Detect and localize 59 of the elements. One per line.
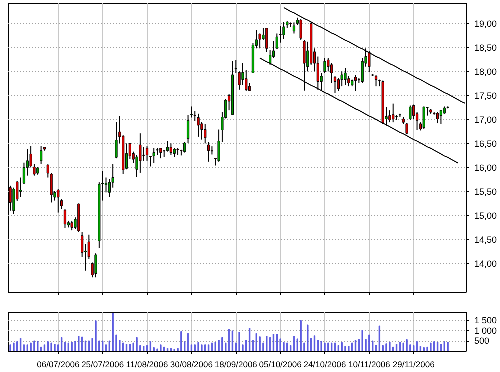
candlestick: [204, 123, 207, 144]
candlestick: [412, 104, 416, 120]
candlestick: [170, 143, 172, 156]
candlestick: [94, 253, 98, 278]
candlestick: [324, 58, 326, 74]
x-tick-label: 30/08/2006: [170, 360, 214, 370]
candlestick: [368, 50, 371, 73]
x-tick-label: 18/09/2006: [214, 360, 258, 370]
candlestick: [266, 28, 268, 52]
y-tick-label: 1 000: [474, 326, 498, 336]
line-series: [283, 7, 466, 104]
y-tick-label: 16,00: [474, 163, 498, 174]
y-tick-label: 14,50: [474, 235, 498, 246]
candlestick: [88, 234, 90, 260]
candlestick: [139, 133, 142, 174]
candlestick: [166, 140, 170, 152]
candlestick: [64, 208, 67, 229]
y-tick-label: 17,50: [474, 91, 498, 102]
y-tick-label: 15,50: [474, 187, 498, 198]
candlestick: [344, 68, 347, 86]
y-tick-label: 15,00: [474, 211, 498, 222]
candlestick: [70, 220, 74, 232]
x-tick-label: 10/11/2006: [348, 360, 391, 370]
candlestick: [409, 105, 412, 121]
y-tick-label: 1 500: [474, 316, 498, 326]
y-tick-label: 18,00: [474, 67, 498, 78]
candlestick: [292, 22, 296, 34]
candlestick: [190, 106, 194, 118]
x-tick-label: 29/11/2006: [392, 360, 436, 370]
y-tick-label: 500: [474, 336, 490, 346]
candlestick: [160, 148, 162, 160]
y-tick-label: 17,00: [474, 115, 498, 126]
candlestick: [207, 142, 210, 162]
y-tick-label: 19,00: [474, 19, 498, 30]
candlestick: [440, 110, 443, 125]
candlestick: [436, 112, 440, 124]
x-tick-label: 25/07/2006: [82, 360, 124, 370]
x-tick-label: 24/10/2006: [304, 360, 347, 370]
candlestick: [392, 103, 395, 124]
candlestick: [142, 146, 146, 162]
candlestick: [282, 22, 286, 40]
candlestick: [197, 113, 200, 138]
candlestick: [340, 71, 344, 88]
candlestick: [186, 114, 190, 144]
candlestick: [374, 74, 378, 88]
y-tick-label: 14,00: [474, 259, 498, 270]
y-tick-label: 18,50: [474, 43, 498, 54]
candlestick: [146, 146, 149, 162]
x-tick-label: 05/10/2006: [259, 360, 302, 370]
candlestick: [300, 18, 302, 40]
candlestick: [354, 74, 358, 92]
x-tick-label: 11/08/2006: [126, 360, 168, 370]
x-tick-label: 06/07/2006: [37, 360, 80, 370]
candlestick: [40, 146, 43, 165]
y-tick-label: 16,50: [474, 139, 498, 150]
candlestick: [184, 142, 186, 154]
candlestick: [57, 188, 60, 214]
candlestick: [152, 148, 156, 164]
candlestick: [422, 106, 426, 130]
